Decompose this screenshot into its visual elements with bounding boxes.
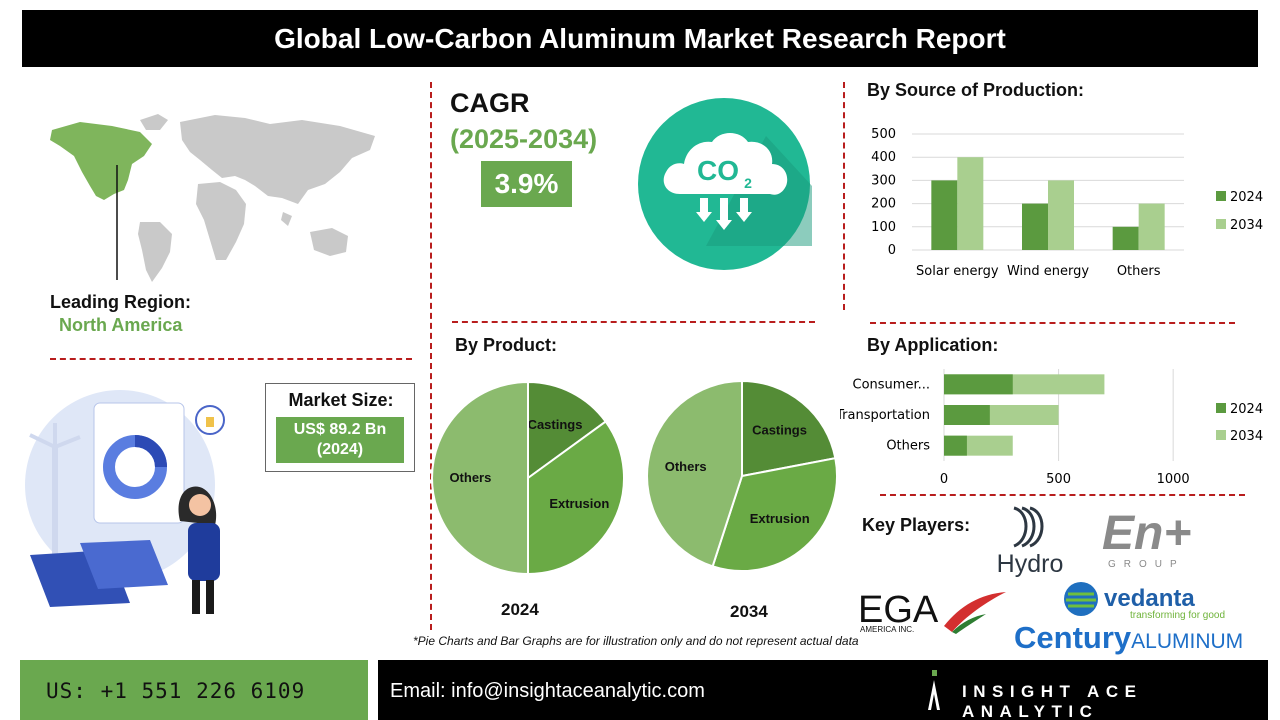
- pie-label: Others: [665, 459, 707, 474]
- hydro-logo: Hydro: [997, 506, 1064, 578]
- y-tick-label: 500: [871, 127, 896, 142]
- y-tick-label: 300: [871, 173, 896, 188]
- y-tick-label: Transportation: [840, 408, 930, 423]
- application-section-title: By Application:: [867, 335, 999, 355]
- divider-region: [50, 358, 412, 360]
- enplus-logo-sub: GROUP: [1108, 559, 1185, 570]
- product-section-title: By Product:: [455, 335, 558, 355]
- legend-swatch: [1216, 191, 1226, 201]
- ega-logo: EGA AMERICA INC.: [858, 589, 1006, 634]
- century-logo-text: Century: [1014, 620, 1132, 655]
- footer-phone[interactable]: US: +1 551 226 6109: [46, 679, 306, 703]
- legend-swatch: [1216, 403, 1226, 413]
- footer-email-bar: Email: info@insightaceanalytic.com INSIG…: [378, 660, 1268, 720]
- legend-label: 2034: [1230, 218, 1263, 233]
- product-pie-2034: Castings Extrusion Others: [646, 379, 838, 572]
- ega-logo-text: EGA: [858, 589, 939, 631]
- source-section-title: By Source of Production:: [867, 80, 1085, 100]
- market-size-amount: US$ 89.2 Bn: [293, 421, 387, 438]
- pie-2024-caption: 2024: [501, 600, 539, 619]
- pie-2034-caption: 2034: [730, 602, 768, 621]
- enplus-logo: En+ GROUP: [1102, 507, 1191, 570]
- y-tick-label: Consumer...: [853, 377, 931, 392]
- co2-text: CO: [697, 155, 739, 186]
- enplus-logo-text: En+: [1102, 507, 1191, 560]
- vedanta-logo-text: vedanta: [1104, 585, 1195, 612]
- divider-product: [452, 321, 815, 323]
- ega-logo-sub: AMERICA INC.: [860, 625, 914, 634]
- footer-phone-bar: US: +1 551 226 6109: [20, 660, 368, 720]
- pie-slice-extrusion: [711, 457, 838, 572]
- footer-email[interactable]: Email: info@insightaceanalytic.com: [390, 680, 705, 702]
- bar-2024: [931, 180, 958, 250]
- cagr-label: CAGR: [450, 88, 530, 118]
- market-size-card: Market Size: US$ 89.2 Bn (2024): [265, 383, 415, 472]
- pie-slice-others: [646, 379, 743, 568]
- market-size-year: (2024): [316, 441, 364, 458]
- market-size-value: US$ 89.2 Bn (2024): [276, 417, 404, 463]
- divider-right: [843, 82, 845, 310]
- application-bar-chart: 0 500 1000 Consumer... Transportation Others 2…: [840, 369, 1263, 487]
- x-tick-label: 1000: [1157, 472, 1190, 487]
- leading-region-label: Leading Region:: [50, 292, 191, 312]
- vedanta-logo: vedanta transforming for good: [1064, 582, 1225, 621]
- pie-slice-castings: [741, 379, 837, 478]
- leading-region-value: North America: [59, 315, 183, 335]
- x-tick-label: Others: [1117, 264, 1161, 279]
- pie-label: Extrusion: [549, 496, 609, 511]
- y-tick-label: 0: [888, 243, 896, 258]
- divider-players: [880, 494, 1245, 496]
- pie-label: Others: [449, 470, 491, 485]
- analyst-illustration: [25, 390, 225, 614]
- pie-label: Castings: [752, 423, 807, 438]
- bar-2034: [1138, 203, 1165, 250]
- bar-2034: [1048, 180, 1074, 250]
- x-tick-label: 500: [1046, 472, 1071, 487]
- legend-label: 2024: [1230, 402, 1263, 417]
- y-tick-label: Others: [886, 439, 930, 454]
- divider-application: [870, 322, 1235, 324]
- pie-slice-castings: [527, 380, 608, 480]
- footer-brand: INSIGHT ACE ANALYTIC: [962, 682, 1143, 720]
- bar-2024: [1112, 226, 1139, 250]
- pie-label: Castings: [528, 417, 583, 432]
- x-tick-label: Solar energy: [916, 264, 999, 279]
- bar-2024: [944, 405, 990, 425]
- disclaimer-note: *Pie Charts and Bar Graphs are for illus…: [413, 634, 859, 648]
- century-logo-suffix: ALUMINUM: [1131, 630, 1244, 653]
- brand-logo-icon: [928, 670, 940, 710]
- legend-label: 2024: [1230, 190, 1263, 205]
- page-title: Global Low-Carbon Aluminum Market Resear…: [274, 23, 1006, 54]
- pie-slice-others: [431, 380, 529, 576]
- legend-label: 2034: [1230, 429, 1263, 444]
- pie-slice-extrusion: [527, 420, 625, 576]
- product-pie-2024: Castings Extrusion Others: [431, 380, 625, 576]
- legend-swatch: [1216, 219, 1226, 229]
- co2-cloud-icon: CO 2: [638, 98, 812, 270]
- vedanta-logo-sub: transforming for good: [1130, 610, 1225, 621]
- bar-2024: [1022, 203, 1048, 250]
- bar-2024: [944, 435, 967, 456]
- y-tick-label: 400: [871, 150, 896, 165]
- y-tick-label: 100: [871, 220, 896, 235]
- x-tick-label: Wind energy: [1007, 264, 1089, 279]
- pie-label: Extrusion: [750, 511, 810, 526]
- header-bar: Global Low-Carbon Aluminum Market Resear…: [22, 10, 1258, 67]
- cagr-period: (2025-2034): [450, 124, 598, 154]
- market-size-label: Market Size:: [288, 390, 394, 410]
- bar-2024: [944, 374, 1013, 395]
- bar-2034: [957, 157, 984, 250]
- hydro-logo-text: Hydro: [997, 550, 1064, 578]
- co2-subscript: 2: [744, 175, 752, 191]
- world-map: [50, 114, 375, 282]
- players-section-title: Key Players:: [862, 515, 971, 535]
- cagr-value: 3.9%: [481, 161, 572, 207]
- divider-left: [430, 82, 432, 630]
- century-logo: CenturyALUMINUM: [1014, 620, 1243, 656]
- y-tick-label: 200: [871, 197, 896, 212]
- legend-swatch: [1216, 430, 1226, 440]
- source-bar-chart: 0 100 200 300 400 500 Solar energy Wind energy O…: [871, 127, 1263, 279]
- x-tick-label: 0: [940, 472, 948, 487]
